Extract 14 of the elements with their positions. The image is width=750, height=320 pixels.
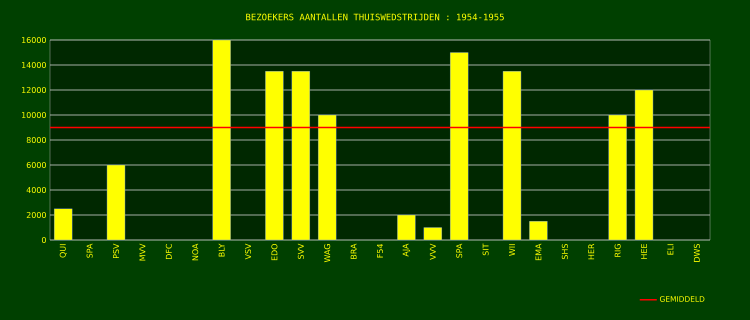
bar bbox=[529, 221, 548, 240]
bar bbox=[292, 71, 310, 240]
bar bbox=[608, 114, 627, 240]
bar bbox=[424, 227, 442, 240]
bar bbox=[397, 214, 416, 240]
bar bbox=[634, 90, 654, 240]
bar bbox=[450, 52, 468, 240]
bar bbox=[106, 164, 126, 240]
chart-title: BEZOEKERS AANTALLEN THUISWEDSTRIJDEN : 1954-1955 bbox=[246, 14, 504, 20]
bar bbox=[54, 208, 72, 240]
bar bbox=[502, 71, 522, 240]
bar bbox=[318, 114, 336, 240]
bar bbox=[265, 71, 284, 240]
bar bbox=[212, 40, 231, 240]
